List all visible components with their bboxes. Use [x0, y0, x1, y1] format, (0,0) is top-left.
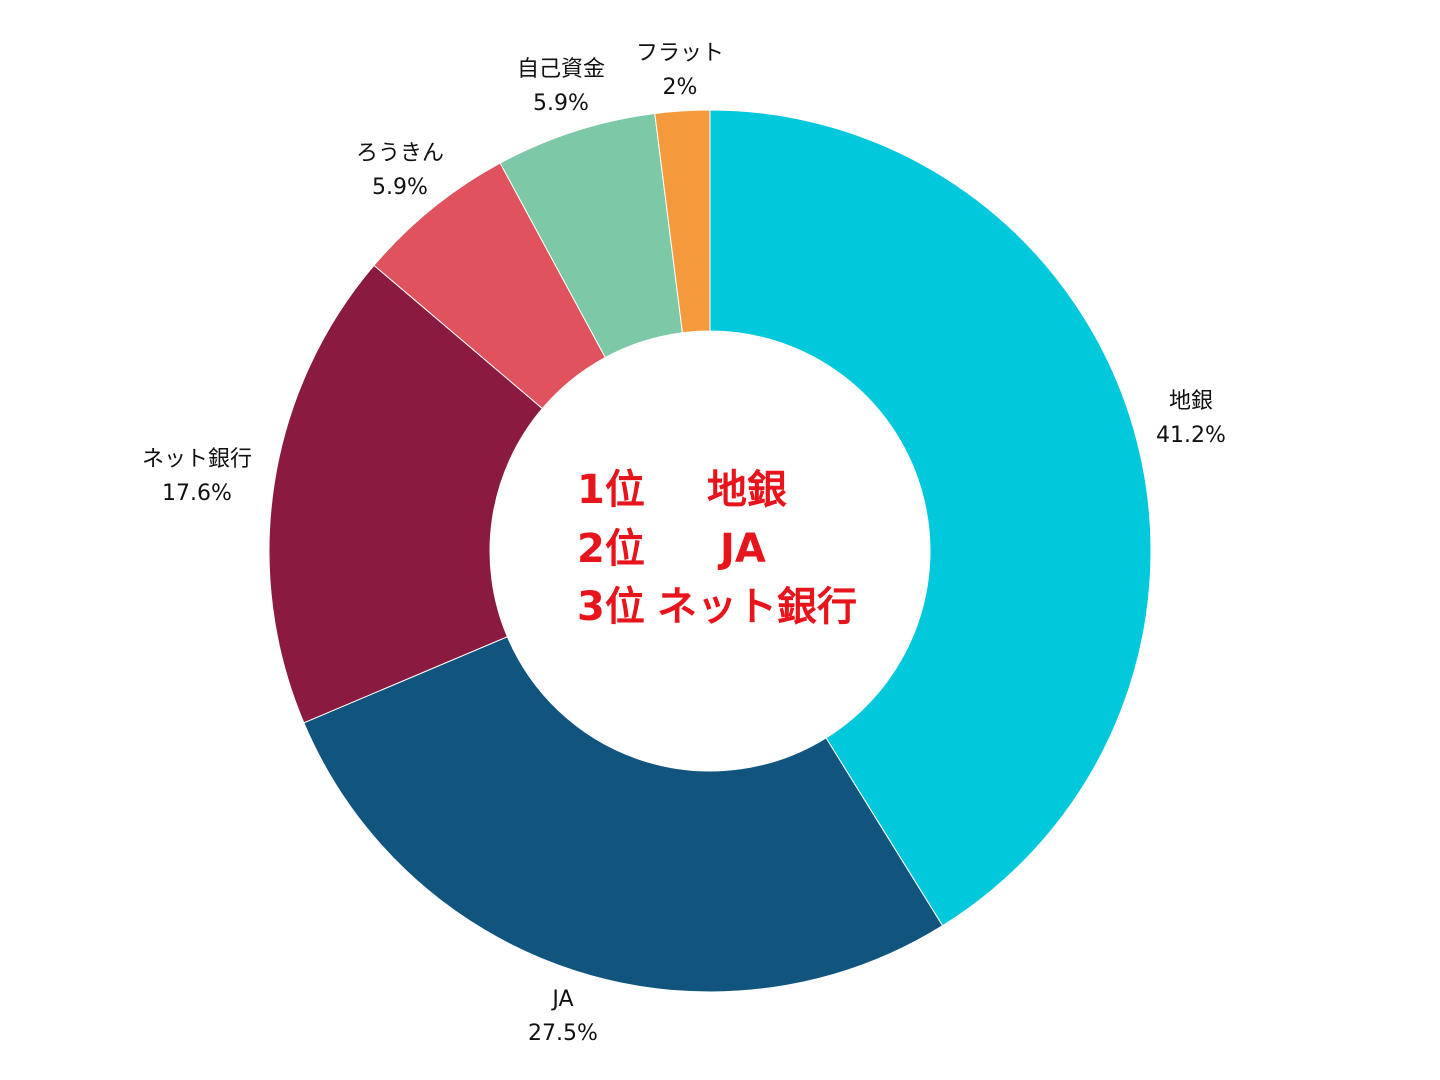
center-rank-2-name: JA [717, 526, 766, 572]
slice-6-wedge [654, 109, 711, 334]
slice-labels-layer: 地銀 41.2% JA 27.5% ネット銀行 17.6% ろうきん 5.9% 自己資金 5.9%… [142, 41, 1226, 1046]
center-rank-3: 3位 [577, 584, 645, 630]
slice-3-label-name: ネット銀行 [142, 447, 252, 472]
center-rank-1-name: 地銀 [707, 467, 787, 513]
slice-5-label-value: 5.9% [533, 91, 589, 116]
slices-layer [268, 109, 1152, 993]
slice-6-label-name: フラット [636, 41, 724, 66]
slice-1-wedge [709, 109, 1152, 927]
slice-2-wedge [303, 636, 944, 993]
slice-4-label-value: 5.9% [372, 175, 428, 200]
center-rank-2: 2位 [577, 526, 645, 572]
center-rank-3-name: ネット銀行 [657, 584, 857, 630]
slice-1-label-name: 地銀 [1169, 389, 1213, 414]
slice-3-label-value: 17.6% [162, 481, 232, 506]
center-annotation: 1位 地銀 2位 JA 3位 ネット銀行 [577, 467, 857, 630]
slice-2-label-value: 27.5% [528, 1021, 598, 1046]
slice-2-label-name: JA [550, 987, 573, 1012]
slice-3-wedge [268, 264, 544, 724]
slice-1-label-value: 41.2% [1156, 423, 1226, 448]
slice-6-label-value: 2% [663, 75, 698, 100]
slice-5-label-name: 自己資金 [517, 57, 605, 82]
slice-4-label-name: ろうきん [356, 141, 444, 166]
center-rank-1: 1位 [577, 467, 645, 513]
